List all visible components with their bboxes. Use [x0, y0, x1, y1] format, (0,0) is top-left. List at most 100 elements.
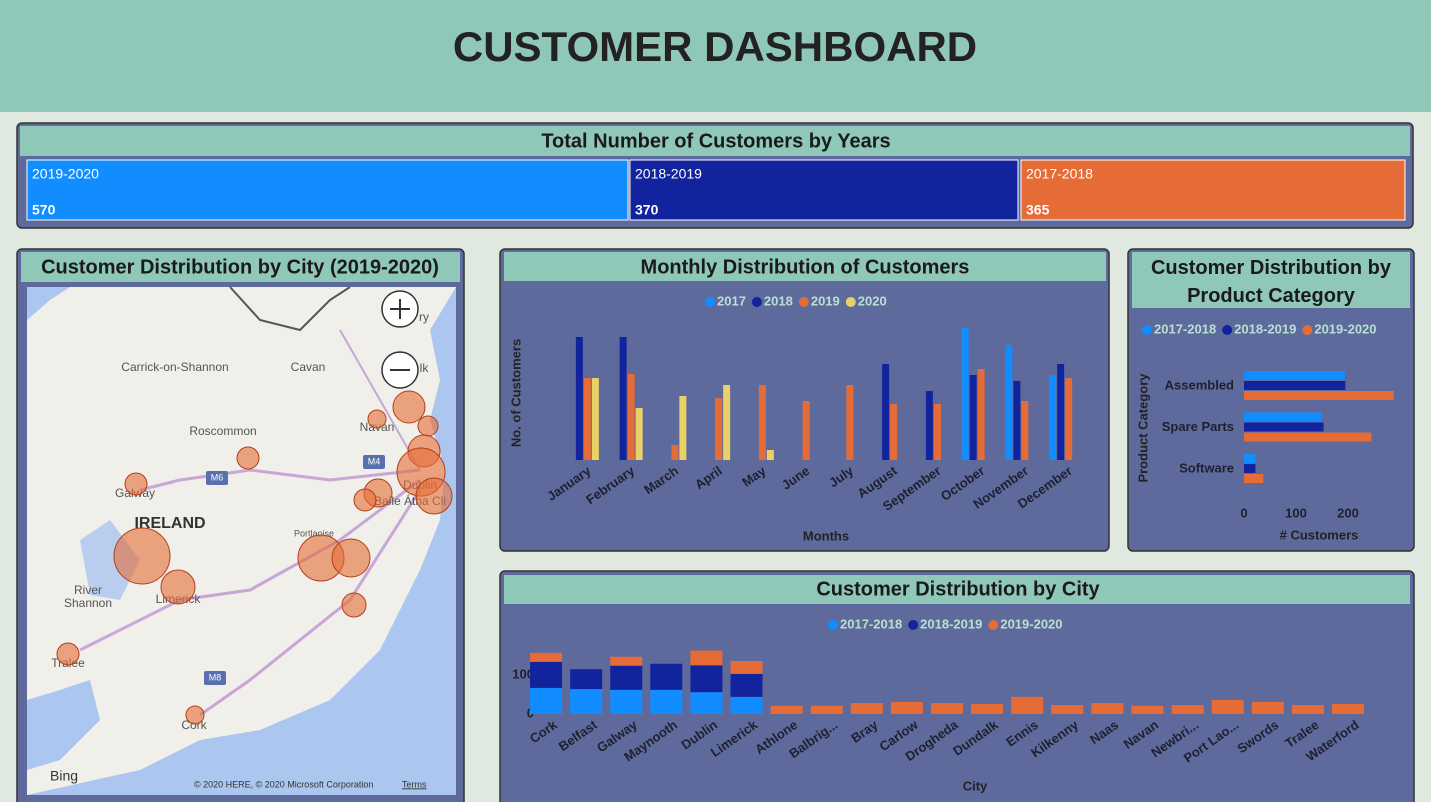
map-label: Carrick-on-Shannon: [121, 360, 228, 374]
bar-segment: [1091, 703, 1124, 714]
bar-segment: [530, 661, 563, 688]
road: [139, 468, 421, 492]
legend-marker: [705, 297, 715, 307]
chart-title: Monthly Distribution of Customers: [641, 256, 970, 278]
bar: [627, 374, 635, 460]
bar: [1013, 381, 1021, 460]
legend-marker: [988, 620, 999, 630]
map-bubble: [417, 415, 439, 437]
y-tick-label: Spare Parts: [1162, 419, 1234, 434]
bar: [766, 450, 774, 460]
bar: [882, 364, 890, 460]
map-label: IRELAND: [134, 515, 205, 532]
road: [339, 329, 421, 471]
bar-segment: [610, 656, 643, 666]
bar-segment: [810, 705, 843, 714]
legend-marker: [1222, 325, 1233, 335]
bar: [1049, 375, 1057, 460]
map-label: Shannon: [64, 596, 112, 610]
map-bubble: [56, 642, 80, 666]
chart-title: Customer Distribution by City: [816, 578, 1100, 600]
bar: [1244, 432, 1372, 442]
road-shield: [363, 455, 385, 469]
bar: [1244, 371, 1345, 380]
legend-label: 2019: [811, 293, 840, 308]
bar: [846, 385, 854, 460]
bar-segment: [1011, 696, 1044, 714]
bar-segment: [730, 696, 763, 714]
bar-segment: [850, 703, 883, 714]
bar: [583, 378, 591, 460]
bar: [1065, 378, 1073, 460]
map-bubble: [415, 477, 453, 515]
zoom-in-icon[interactable]: [390, 299, 410, 319]
map-bubble: [353, 488, 377, 512]
bar-segment: [971, 703, 1004, 714]
sea: [27, 287, 456, 795]
bar-segment: [690, 665, 723, 693]
kpi-card: [629, 159, 1019, 221]
bar: [1244, 422, 1324, 432]
bar: [671, 445, 679, 460]
bar: [1244, 391, 1394, 400]
bar-segment: [770, 705, 803, 714]
map-bubble: [331, 538, 371, 578]
bar-segment: [1051, 705, 1084, 714]
legend-label: 2017-2018: [1154, 321, 1216, 336]
panel-title-bar: [21, 252, 460, 282]
map-bubble: [160, 569, 196, 605]
bar-segment: [530, 652, 563, 662]
road-shield: [204, 671, 226, 685]
bar-segment: [530, 687, 563, 714]
map-label: M4: [368, 456, 381, 466]
legend-label: 2017-2018: [840, 616, 902, 631]
bar-segment: [690, 650, 723, 666]
map-label: Portlaoise: [294, 528, 334, 538]
y-tick-label: Assembled: [1165, 377, 1234, 392]
bar-segment: [610, 689, 643, 714]
bar-segment: [610, 665, 643, 690]
chart-panel: [499, 570, 1415, 802]
bar-segment: [1211, 699, 1244, 714]
bar: [679, 396, 687, 460]
bar: [723, 385, 731, 460]
bar: [1244, 412, 1322, 422]
map-bubble: [236, 446, 260, 470]
kpi-value: 365: [1026, 202, 1050, 218]
legend-marker: [1142, 325, 1152, 335]
kpi-value: 370: [635, 202, 659, 218]
bar: [969, 375, 977, 460]
legend-label: 2019-2020: [1000, 616, 1062, 631]
bar-segment: [690, 692, 723, 714]
bar-segment: [730, 661, 763, 674]
header-bar: [0, 0, 1431, 112]
map-bubble: [341, 592, 367, 618]
sea: [27, 287, 70, 320]
kpi-value: 570: [32, 202, 56, 218]
bar: [1244, 474, 1264, 483]
bar-segment: [570, 689, 603, 714]
legend-marker: [751, 297, 762, 307]
kpi-label: 2019-2020: [32, 166, 99, 182]
panel-title-bar: [504, 252, 1106, 281]
map-bubble: [113, 527, 171, 585]
legend-label: 2017: [717, 293, 746, 308]
bar-segment: [1251, 701, 1284, 714]
bar-segment: [650, 663, 683, 690]
bar: [1005, 345, 1013, 460]
bar-segment: [890, 701, 923, 714]
panel-title-bar: [20, 126, 1410, 156]
map: Bing © 2020 HERE, © 2020 Microsoft Corpo…: [27, 287, 456, 795]
map-terms[interactable]: Terms: [402, 779, 427, 789]
sea: [27, 680, 100, 770]
map-attribution: © 2020 HERE, © 2020 Microsoft Corporatio…: [194, 779, 373, 789]
legend-label: 2019-2020: [1314, 321, 1376, 336]
map-label: Roscommon: [189, 424, 256, 438]
panel-title: Total Number of Customers by Years: [541, 130, 890, 152]
kpi-label: 2017-2018: [1026, 166, 1093, 182]
bar-segment: [1331, 703, 1364, 714]
legend-label: 2018-2019: [1234, 321, 1296, 336]
dashboard-title: CUSTOMER DASHBOARD: [453, 23, 977, 70]
x-axis-title: Months: [803, 528, 849, 543]
bar: [715, 398, 723, 460]
